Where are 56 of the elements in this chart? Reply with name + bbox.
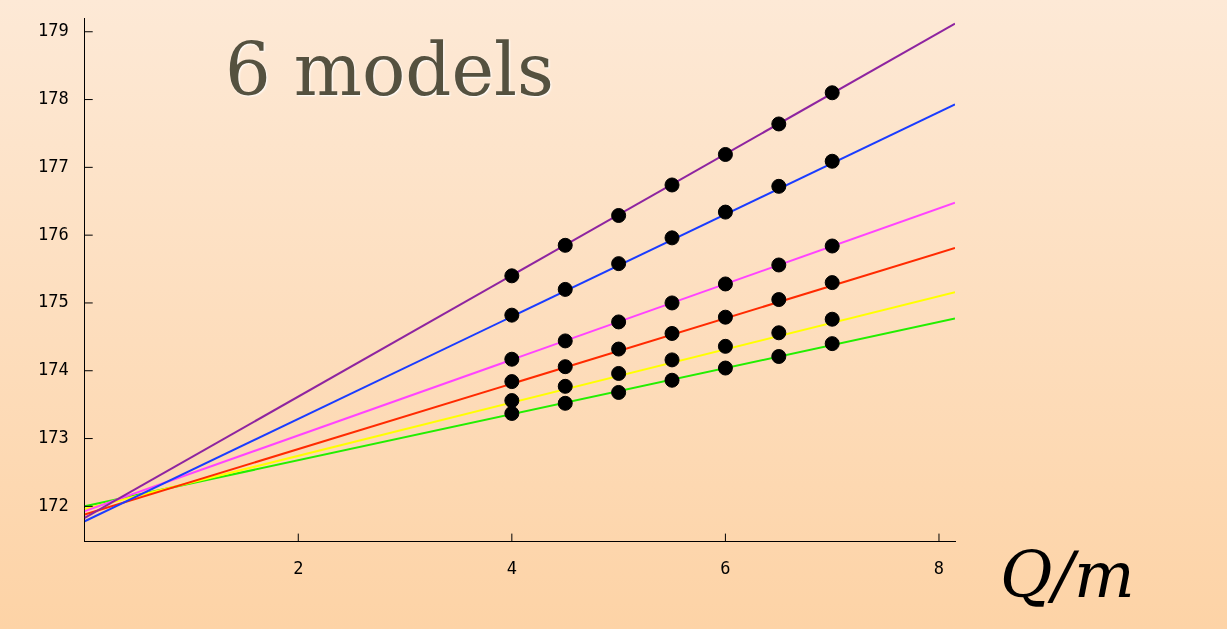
point <box>504 393 520 409</box>
point <box>824 153 840 169</box>
y-tick-label: 177 <box>37 155 69 176</box>
point <box>664 177 680 193</box>
point <box>611 365 627 381</box>
x-axis-title: Q/m <box>1000 538 1135 612</box>
y-tick-label: 174 <box>37 359 69 380</box>
point <box>611 314 627 330</box>
point <box>504 405 520 421</box>
point <box>504 307 520 323</box>
point <box>824 336 840 352</box>
point <box>824 275 840 291</box>
point <box>557 237 573 253</box>
point <box>557 359 573 375</box>
point <box>771 116 787 132</box>
point <box>771 178 787 194</box>
point <box>504 268 520 284</box>
point <box>824 311 840 327</box>
point <box>611 384 627 400</box>
point <box>664 230 680 246</box>
x-tick-label: 2 <box>293 558 304 579</box>
y-tick-label: 178 <box>37 87 69 108</box>
point <box>717 204 733 220</box>
point <box>717 338 733 354</box>
point <box>717 146 733 162</box>
point <box>664 295 680 311</box>
point <box>824 85 840 101</box>
point <box>557 378 573 394</box>
point <box>717 276 733 292</box>
point <box>717 309 733 325</box>
point <box>664 352 680 368</box>
point <box>664 325 680 341</box>
point <box>824 238 840 254</box>
point <box>771 349 787 365</box>
point <box>611 256 627 272</box>
point <box>557 333 573 349</box>
y-tick-label: 176 <box>37 223 69 244</box>
point <box>557 395 573 411</box>
chart-title: 6 models <box>225 28 554 112</box>
x-tick-label: 8 <box>933 558 945 579</box>
point <box>664 372 680 388</box>
y-tick-label: 175 <box>37 291 69 312</box>
point <box>771 292 787 308</box>
point <box>557 281 573 297</box>
point <box>717 360 733 376</box>
x-tick-label: 6 <box>720 558 731 579</box>
y-tick-label: 172 <box>37 494 69 515</box>
x-tick-label: 4 <box>506 558 517 579</box>
point <box>771 257 787 273</box>
y-tick-label: 179 <box>37 20 69 41</box>
point <box>611 341 627 357</box>
point <box>504 351 520 367</box>
point <box>504 374 520 390</box>
y-tick-label: 173 <box>37 426 69 447</box>
point <box>771 325 787 341</box>
point <box>611 207 627 223</box>
